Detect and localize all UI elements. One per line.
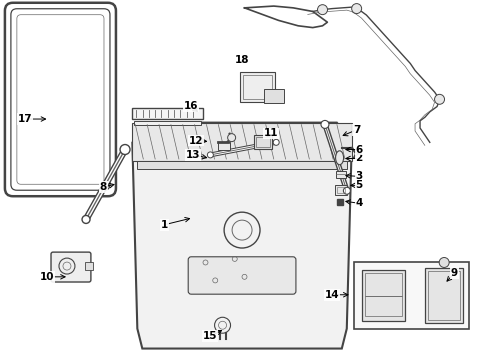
Bar xyxy=(254,135,272,149)
Circle shape xyxy=(120,144,130,154)
Bar xyxy=(353,262,468,329)
Text: 15: 15 xyxy=(203,331,217,341)
Circle shape xyxy=(438,257,448,267)
Text: 1: 1 xyxy=(160,220,167,230)
Bar xyxy=(239,72,274,102)
Bar xyxy=(425,269,462,323)
Bar xyxy=(132,123,351,161)
Bar xyxy=(427,271,459,320)
Text: 14: 14 xyxy=(325,290,339,300)
Circle shape xyxy=(227,134,235,141)
Bar xyxy=(256,137,270,147)
Text: 9: 9 xyxy=(449,268,457,278)
Text: 17: 17 xyxy=(18,114,32,124)
Polygon shape xyxy=(132,123,351,348)
Bar xyxy=(365,274,401,296)
Text: 2: 2 xyxy=(355,153,362,163)
Text: 13: 13 xyxy=(185,150,200,160)
Text: 12: 12 xyxy=(188,136,203,145)
Bar xyxy=(132,108,203,119)
Text: 10: 10 xyxy=(40,272,54,282)
Bar xyxy=(85,262,93,270)
Bar xyxy=(217,141,229,150)
Text: 3: 3 xyxy=(355,171,362,181)
Text: 8: 8 xyxy=(99,182,106,192)
Ellipse shape xyxy=(335,151,343,165)
Bar xyxy=(336,186,344,193)
Circle shape xyxy=(207,152,213,158)
Bar xyxy=(335,171,345,177)
Circle shape xyxy=(434,94,444,104)
Bar xyxy=(264,89,284,103)
Circle shape xyxy=(317,5,327,15)
Text: 11: 11 xyxy=(264,129,278,138)
Text: 16: 16 xyxy=(183,102,198,112)
Circle shape xyxy=(351,4,361,14)
Text: 4: 4 xyxy=(355,198,362,208)
Text: 7: 7 xyxy=(352,125,360,135)
Text: 6: 6 xyxy=(355,144,362,154)
Bar xyxy=(362,270,404,321)
Circle shape xyxy=(82,216,90,224)
Circle shape xyxy=(343,187,350,194)
Text: 18: 18 xyxy=(234,55,249,65)
FancyBboxPatch shape xyxy=(51,252,91,282)
Text: 5: 5 xyxy=(355,180,362,190)
Bar xyxy=(365,296,401,316)
Bar xyxy=(334,185,346,195)
Bar xyxy=(242,75,271,99)
Circle shape xyxy=(320,121,328,129)
FancyBboxPatch shape xyxy=(188,257,295,294)
Bar xyxy=(134,121,201,125)
Circle shape xyxy=(273,139,279,145)
Bar xyxy=(137,161,346,169)
